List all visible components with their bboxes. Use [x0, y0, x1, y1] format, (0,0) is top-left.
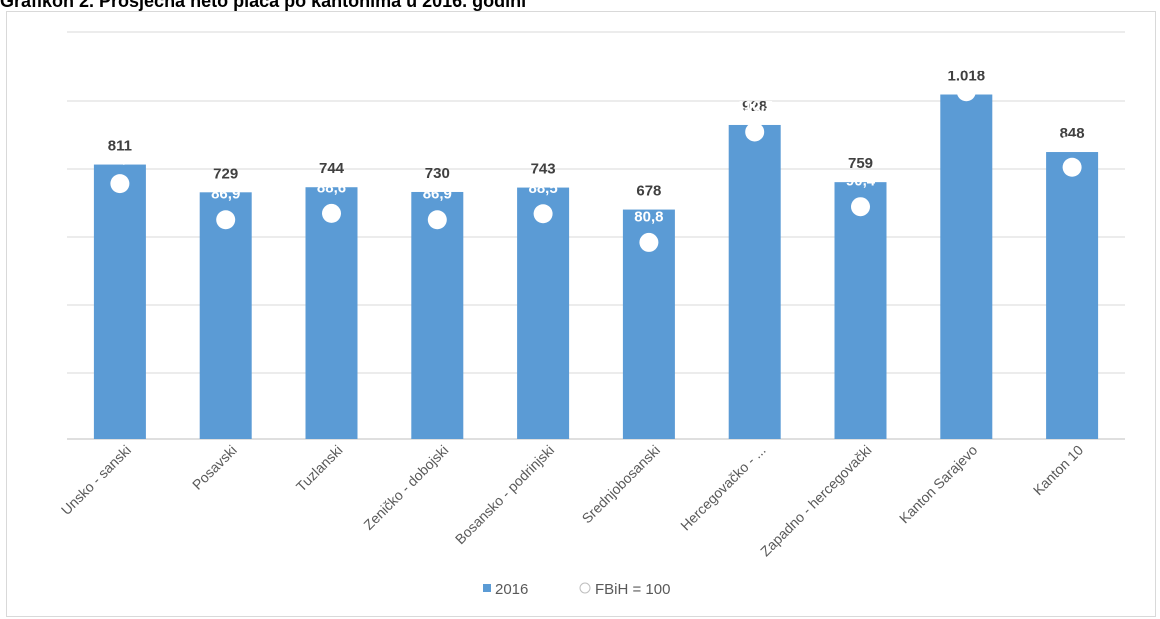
category-label: Bosansko - podrinjski — [452, 442, 557, 547]
bar — [834, 182, 887, 439]
index-marker — [322, 203, 341, 223]
bar-value-label: 848 — [1060, 125, 1085, 142]
category-label: Posavski — [189, 442, 240, 493]
category-label: Hercegovačko - ... — [677, 442, 769, 534]
bar-value-labels: 811 729 744 730 743 678 928 759 1.018 848 — [108, 68, 1085, 200]
index-value-label: 80,8 — [634, 208, 663, 225]
bar — [940, 94, 993, 440]
bar-value-label: 744 — [319, 160, 345, 177]
index-marker — [1062, 157, 1082, 177]
category-label: Zapadno - hercegovački — [757, 442, 875, 560]
bar — [199, 192, 252, 439]
category-label: Kanton Sarajevo — [896, 442, 981, 527]
index-value-label: 110,5 — [736, 98, 773, 115]
index-marker — [745, 122, 765, 142]
category-label: Kanton 10 — [1030, 442, 1087, 499]
index-value-label: 90,4 — [846, 173, 876, 190]
bar-value-label: 759 — [848, 155, 873, 172]
bar-chart: 811 729 744 730 743 678 928 759 1.018 848 96,6 86,… — [58, 31, 1125, 598]
index-value-labels: 96,6 86,9 88,6 86,9 88,5 80,8 110,5 90,4 121,3 10… — [105, 58, 1091, 226]
legend-label-2016: 2016 — [495, 581, 528, 598]
index-value-label: 101,0 — [1053, 133, 1091, 150]
bar-value-label: 730 — [425, 165, 450, 182]
category-label: Zeničko - dobojski — [360, 442, 451, 533]
index-value-label: 96,6 — [105, 150, 134, 167]
legend-swatch-fbih — [579, 582, 591, 594]
bar — [305, 187, 358, 439]
bar-value-label: 928 — [742, 98, 767, 115]
bar-value-label: 678 — [636, 183, 661, 200]
page-title: Grafikon 2. Prosječna neto plaća po kant… — [0, 0, 527, 11]
index-value-label: 121,3 — [948, 58, 986, 75]
index-marker — [533, 204, 553, 224]
bar — [517, 187, 570, 439]
category-labels: Unsko - sanski Posavski Tuzlanski Zeničko -… — [58, 442, 1087, 560]
index-value-label: 86,9 — [423, 186, 452, 203]
index-marker — [639, 232, 659, 252]
bar-value-label: 811 — [108, 138, 132, 155]
index-marker — [110, 174, 130, 194]
chart-frame: 811 729 744 730 743 678 928 759 1.018 848 96,6 86,… — [6, 11, 1156, 617]
bar-value-label: 743 — [531, 161, 556, 178]
legend-label-fbih: FBiH = 100 — [595, 581, 670, 598]
legend-swatch-2016 — [483, 584, 491, 592]
bar — [411, 191, 464, 439]
markers-series-fbih — [110, 82, 1082, 252]
index-value-label: 88,6 — [317, 179, 346, 196]
bars-series-2016 — [93, 94, 1099, 440]
index-marker — [956, 82, 976, 102]
category-label: Unsko - sanski — [58, 442, 134, 518]
category-label: Srednjobosanski — [579, 442, 664, 527]
index-marker — [851, 197, 870, 217]
bar — [728, 124, 781, 440]
bar-value-label: 1.018 — [948, 68, 986, 85]
bar — [1046, 152, 1099, 439]
legend: 2016 FBiH = 100 — [483, 581, 670, 598]
index-marker — [427, 210, 447, 230]
bar-value-label: 729 — [213, 165, 238, 182]
index-value-label: 88,5 — [528, 180, 557, 197]
category-label: Tuzlanski — [293, 442, 346, 495]
bar — [93, 164, 146, 439]
index-value-label: 86,9 — [211, 186, 240, 203]
index-marker — [216, 210, 236, 230]
